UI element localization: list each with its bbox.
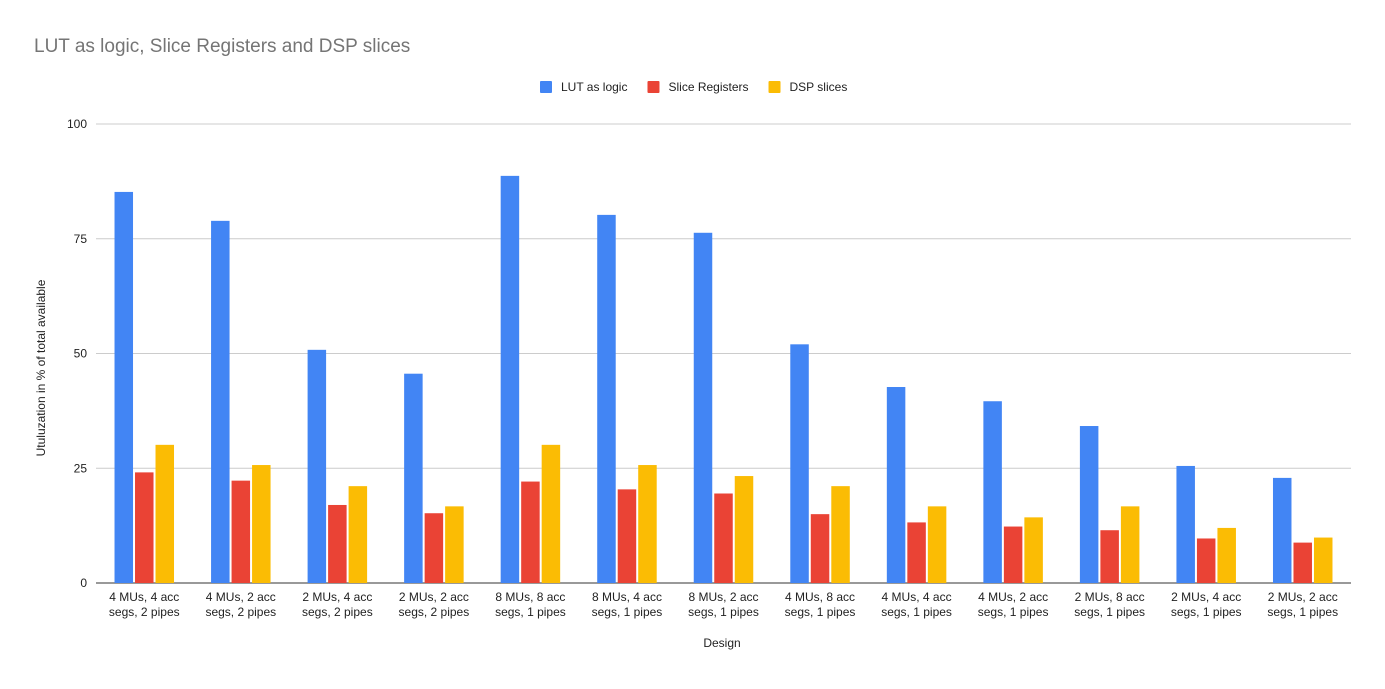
x-tick-label: 4 MUs, 2 acc segs, 2 pipes bbox=[205, 590, 276, 619]
bar-lut-as-logic bbox=[1079, 426, 1099, 583]
x-tick-label: 2 MUs, 4 acc segs, 1 pipes bbox=[1171, 590, 1242, 619]
bar-lut-as-logic bbox=[1272, 477, 1292, 583]
bar-slice-registers bbox=[521, 481, 540, 583]
legend-swatch bbox=[768, 81, 781, 93]
x-tick-label: 4 MUs, 8 acc segs, 1 pipes bbox=[785, 590, 856, 619]
bar-dsp-slices bbox=[1120, 506, 1140, 583]
bar-lut-as-logic bbox=[693, 232, 713, 583]
bar-dsp-slices bbox=[734, 476, 754, 583]
bar-slice-registers bbox=[1100, 530, 1119, 583]
legend-label: LUT as logic bbox=[561, 80, 627, 94]
y-axis-title: Utuluzation in % of total available bbox=[34, 279, 48, 456]
bar-slice-registers bbox=[617, 489, 637, 583]
bar-slice-registers bbox=[231, 480, 251, 583]
bar-dsp-slices bbox=[252, 465, 271, 583]
bar-lut-as-logic bbox=[983, 401, 1002, 583]
bar-slice-registers bbox=[424, 513, 444, 583]
bar-dsp-slices bbox=[831, 486, 850, 583]
x-tick-label: 8 MUs, 2 acc segs, 1 pipes bbox=[688, 590, 759, 619]
legend-label: Slice Registers bbox=[668, 80, 748, 94]
x-tick-label: 4 MUs, 4 acc segs, 1 pipes bbox=[881, 590, 952, 619]
legend: LUT as logic Slice Registers DSP slices bbox=[540, 80, 847, 94]
bar-lut-as-logic bbox=[1176, 465, 1195, 583]
bar-dsp-slices bbox=[638, 465, 657, 583]
legend-swatch bbox=[647, 81, 660, 93]
bar-lut-as-logic bbox=[597, 214, 616, 583]
bar-dsp-slices bbox=[927, 506, 947, 583]
bar-lut-as-logic bbox=[114, 191, 134, 583]
bars bbox=[114, 175, 1333, 583]
x-axis-title: Design bbox=[703, 636, 740, 650]
bar-lut-as-logic bbox=[211, 220, 230, 583]
x-tick-label: 2 MUs, 2 acc segs, 1 pipes bbox=[1267, 590, 1338, 619]
y-tick-label: 75 bbox=[74, 232, 88, 246]
bar-lut-as-logic bbox=[886, 387, 906, 583]
bar-slice-registers bbox=[907, 522, 926, 583]
grid bbox=[96, 123, 1351, 584]
bar-lut-as-logic bbox=[500, 175, 520, 583]
x-tick-label: 4 MUs, 4 acc segs, 2 pipes bbox=[109, 590, 180, 619]
y-tick-label: 50 bbox=[74, 347, 88, 361]
x-tick-label: 8 MUs, 4 acc segs, 1 pipes bbox=[592, 590, 663, 619]
y-tick-label: 100 bbox=[67, 117, 87, 131]
x-tick-label: 4 MUs, 2 acc segs, 1 pipes bbox=[978, 590, 1049, 619]
legend-swatch bbox=[540, 81, 552, 93]
y-tick-label: 0 bbox=[80, 576, 87, 590]
bar-slice-registers bbox=[135, 472, 154, 583]
bar-dsp-slices bbox=[1024, 517, 1043, 583]
bar-slice-registers bbox=[714, 493, 733, 583]
legend-label: DSP slices bbox=[790, 80, 848, 94]
bar-dsp-slices bbox=[445, 506, 464, 583]
bar-slice-registers bbox=[1293, 542, 1312, 583]
bar-dsp-slices bbox=[155, 444, 175, 583]
x-tick-label: 2 MUs, 8 acc segs, 1 pipes bbox=[1074, 590, 1145, 619]
bar-slice-registers bbox=[328, 504, 347, 583]
bar-slice-registers bbox=[1003, 526, 1023, 583]
y-axis-ticks: 0 25 50 75 100 bbox=[67, 117, 87, 590]
x-tick-label: 2 MUs, 2 acc segs, 2 pipes bbox=[399, 590, 470, 619]
bar-dsp-slices bbox=[1313, 537, 1333, 583]
x-axis-ticks: 4 MUs, 4 acc segs, 2 pipes 4 MUs, 2 acc seg… bbox=[109, 590, 1338, 619]
y-tick-label: 25 bbox=[74, 461, 88, 475]
bar-lut-as-logic bbox=[790, 344, 809, 583]
bar-slice-registers bbox=[810, 514, 830, 583]
x-tick-label: 2 MUs, 4 acc segs, 2 pipes bbox=[302, 590, 373, 619]
bar-lut-as-logic bbox=[404, 373, 423, 583]
bar-dsp-slices bbox=[348, 486, 368, 583]
bar-lut-as-logic bbox=[307, 349, 327, 583]
bar-slice-registers bbox=[1196, 538, 1216, 583]
chart-title: LUT as logic, Slice Registers and DSP sl… bbox=[34, 36, 410, 57]
bar-dsp-slices bbox=[1217, 527, 1236, 583]
bar-dsp-slices bbox=[541, 444, 561, 583]
x-tick-label: 8 MUs, 8 acc segs, 1 pipes bbox=[495, 590, 566, 619]
